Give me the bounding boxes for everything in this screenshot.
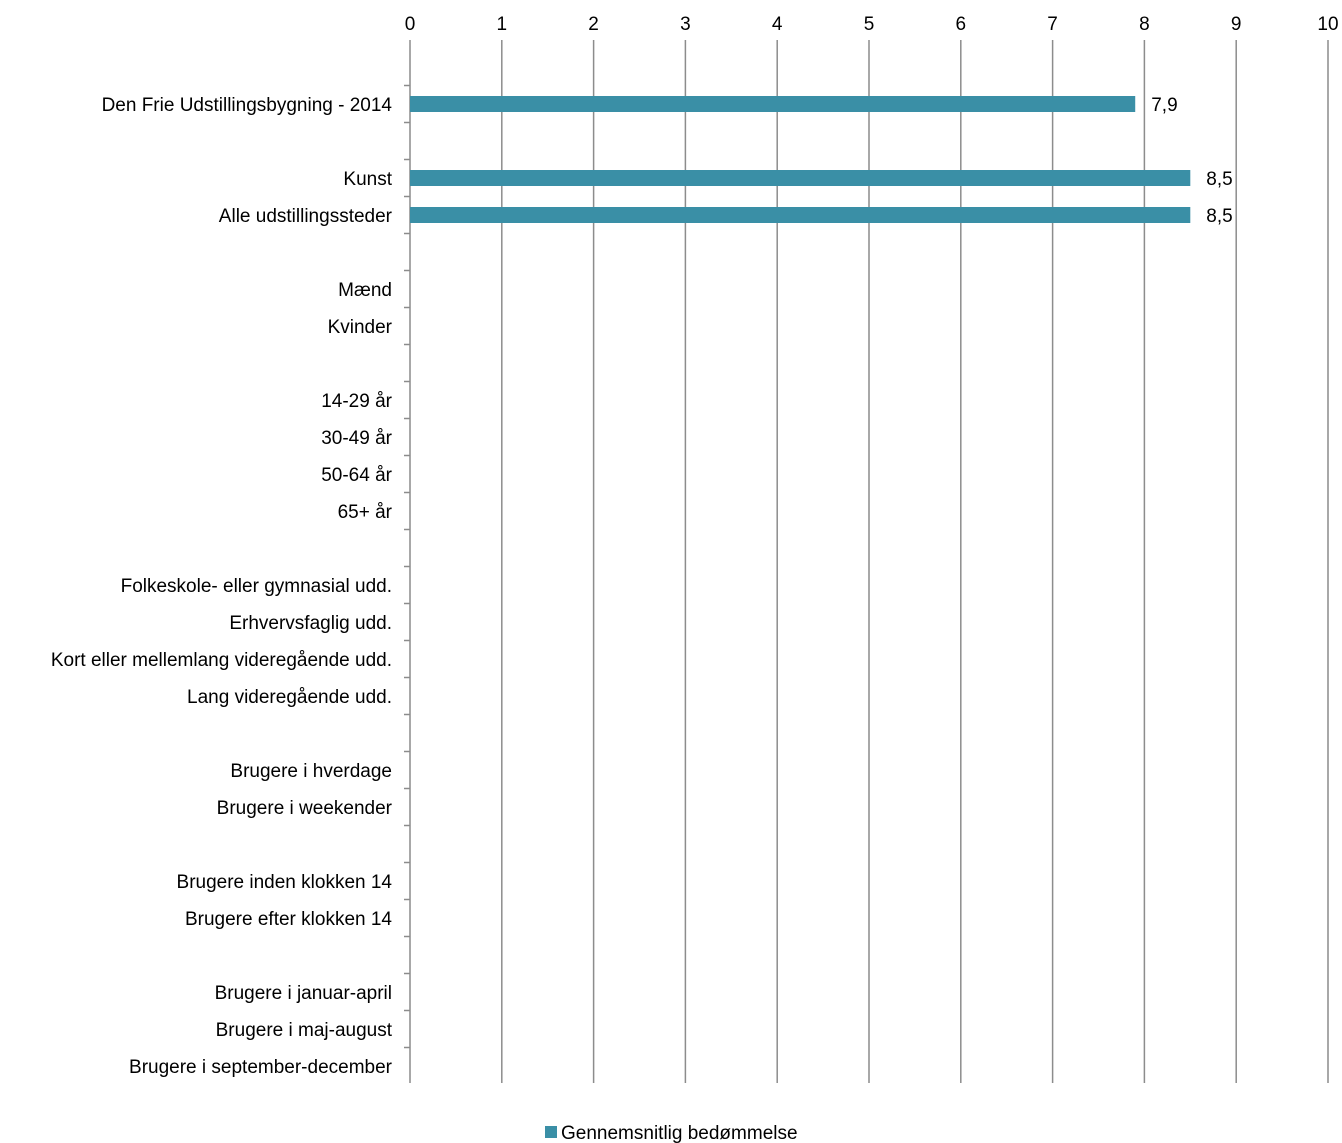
x-tick-label: 10 <box>1317 14 1338 35</box>
category-label: Brugere i maj-august <box>216 1020 393 1041</box>
category-label: Brugere i hverdage <box>230 761 392 782</box>
x-tick-label: 6 <box>956 14 967 35</box>
x-tick-label: 1 <box>497 14 508 35</box>
category-axis <box>404 46 411 1083</box>
category-label: Brugere i september-december <box>129 1057 393 1078</box>
legend: Gennemsnitlig bedømmelse <box>545 1123 798 1143</box>
category-label: 65+ år <box>338 502 393 523</box>
x-tick-label: 0 <box>405 14 416 35</box>
data-label: 8,5 <box>1206 169 1232 190</box>
gridlines <box>409 40 1329 1083</box>
category-label: Den Frie Udstillingsbygning - 2014 <box>102 95 393 116</box>
category-label: Folkeskole- eller gymnasial udd. <box>121 576 392 597</box>
data-label: 7,9 <box>1151 95 1177 116</box>
bar <box>410 96 1136 112</box>
category-label: Brugere i januar-april <box>215 983 392 1004</box>
bars <box>410 96 1191 223</box>
data-label: 8,5 <box>1206 206 1232 227</box>
category-label: Kvinder <box>328 317 393 338</box>
category-label: 14-29 år <box>321 391 392 412</box>
category-label: 50-64 år <box>321 465 392 486</box>
category-label: Brugere i weekender <box>217 798 393 819</box>
category-label: Erhvervsfaglig udd. <box>229 613 392 634</box>
category-label: Kunst <box>343 169 392 190</box>
x-tick-label: 4 <box>772 14 783 35</box>
bar <box>410 170 1191 186</box>
category-label: Brugere inden klokken 14 <box>177 872 393 893</box>
category-label: Mænd <box>338 280 392 301</box>
category-label: Kort eller mellemlang videregående udd. <box>51 650 392 671</box>
x-tick-label: 9 <box>1231 14 1242 35</box>
x-tick-label: 5 <box>864 14 875 35</box>
x-tick-label: 7 <box>1047 14 1058 35</box>
legend-label: Gennemsnitlig bedømmelse <box>561 1123 798 1143</box>
x-tick-label: 8 <box>1139 14 1150 35</box>
x-tick-label: 3 <box>680 14 691 35</box>
category-label: Lang videregående udd. <box>187 687 392 708</box>
category-label: Alle udstillingssteder <box>219 206 393 227</box>
value-axis-ticks: 0 1 2 3 4 5 6 7 8 9 10 <box>405 14 1339 35</box>
category-label: Brugere efter klokken 14 <box>185 909 392 930</box>
category-labels: Den Frie Udstillingsbygning - 2014 Kunst A… <box>51 95 393 1078</box>
category-label: 30-49 år <box>321 428 392 449</box>
x-tick-label: 2 <box>588 14 599 35</box>
legend-swatch <box>545 1126 557 1138</box>
bar <box>410 207 1191 223</box>
data-labels: 7,9 8,5 8,5 <box>1151 95 1233 227</box>
